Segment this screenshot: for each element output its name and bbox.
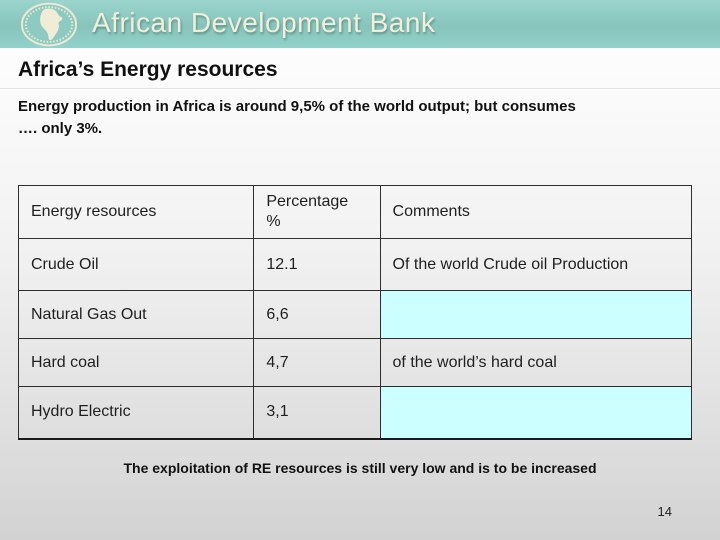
intro-line-1: Energy production in Africa is around 9,… xyxy=(18,98,576,115)
cell-resource: Crude Oil xyxy=(17,238,255,291)
header-banner: African Development Bank xyxy=(0,0,720,48)
table-row: Crude Oil 12.1 Of the world Crude oil Pr… xyxy=(17,238,693,291)
table-header-row: Energy resources Percentage % Comments xyxy=(17,185,693,239)
footer-note: The exploitation of RE resources is stil… xyxy=(123,460,597,476)
cell-percentage: 4,7 xyxy=(253,338,381,387)
cell-resource: Natural Gas Out xyxy=(17,290,255,339)
cell-comment: of the world’s hard coal xyxy=(379,338,693,387)
cell-resource: Hydro Electric xyxy=(17,386,255,439)
adb-seal-icon xyxy=(20,2,78,47)
cell-comment: Of the world Crude oil Production xyxy=(379,238,693,291)
page-number: 14 xyxy=(657,504,672,519)
energy-resources-table: Energy resources Percentage % Comments C… xyxy=(17,185,693,440)
page-title: Africa’s Energy resources xyxy=(18,58,278,81)
col-header-percentage: Percentage % xyxy=(253,185,381,239)
intro-line-2: …. only 3%. xyxy=(18,120,103,137)
cell-percentage: 12.1 xyxy=(253,238,381,291)
table-row: Natural Gas Out 6,6 xyxy=(17,290,693,339)
col-header-comments: Comments xyxy=(379,185,693,239)
cell-percentage: 3,1 xyxy=(253,386,381,439)
cell-comment-highlighted xyxy=(379,386,693,439)
cell-resource: Hard coal xyxy=(17,338,255,387)
title-divider xyxy=(0,88,720,89)
cell-percentage: 6,6 xyxy=(253,290,381,339)
intro-paragraph: Energy production in Africa is around 9,… xyxy=(18,96,708,140)
table-row: Hard coal 4,7 of the world’s hard coal xyxy=(17,338,693,387)
cell-comment-highlighted xyxy=(379,290,693,339)
table-row: Hydro Electric 3,1 xyxy=(17,386,693,439)
org-name: African Development Bank xyxy=(92,7,436,38)
col-header-resource: Energy resources xyxy=(17,185,255,239)
